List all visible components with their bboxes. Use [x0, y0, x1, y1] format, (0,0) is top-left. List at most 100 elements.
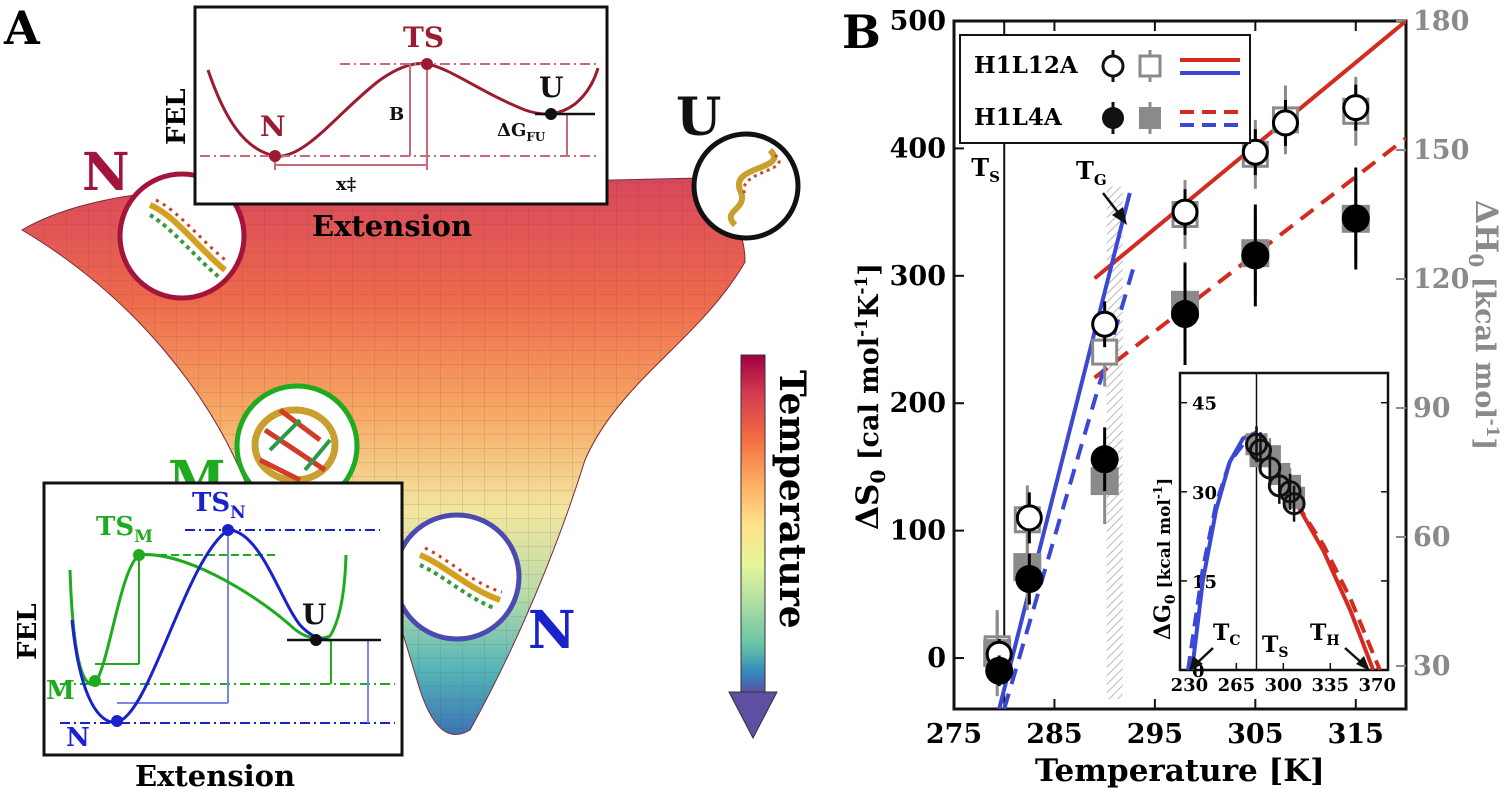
fit-line-h1l12a-solid [997, 192, 1132, 709]
data-point-h1l12a-open-circle [1342, 94, 1370, 122]
inset-x-tick-label: 300 [1265, 675, 1303, 696]
main-plot-area [983, 21, 1406, 709]
main-ticks: 275 285 295 305 315 0 100 200 300 400 500 30 60 90 120… [890, 6, 1470, 750]
bottom-inset: FEL Extension TSM TSN [13, 481, 404, 789]
inset-th-arrow [1344, 647, 1370, 671]
bottom-inset-green-curve [68, 553, 348, 686]
main-right-axis-label: ΔH0 [kcal mol-1] [1464, 200, 1504, 450]
inset-th-label: TH [1310, 620, 1340, 649]
data-point-h1l4a-filled-circle [985, 656, 1014, 685]
bottom-inset-n-label: N [66, 723, 90, 753]
legend: H1L12A H1L4A [959, 34, 1251, 144]
inset-y-axis-label: ΔG0 [kcal mol-1] [1150, 478, 1179, 640]
x-tick-label: 315 [1328, 719, 1384, 750]
inset-tc-arrow [1189, 647, 1214, 671]
top-inset-u-point [545, 108, 557, 120]
main-x-axis-label: Temperature [K] [1035, 753, 1325, 789]
legend-h1l12a-markers [1101, 50, 1240, 82]
y-right-tick-label: 120 [1413, 264, 1469, 295]
y-left-tick-label: 400 [890, 133, 946, 164]
top-inset-u-label: U [539, 71, 563, 104]
y-left-tick-label: 0 [927, 643, 946, 674]
data-point-h1l12a-open-circle [1241, 138, 1269, 166]
x-tick-label: 305 [1227, 719, 1283, 750]
x-tick-label: 275 [926, 719, 982, 750]
panel-a-letter: A [3, 1, 41, 55]
inset-tc-label: TC [1213, 620, 1241, 649]
top-inset-b-label: B [389, 104, 404, 125]
bottom-inset-ylabel: FEL [13, 603, 43, 660]
tg-label: TG [1076, 156, 1107, 189]
colorbar-label: Temperature [771, 370, 813, 629]
y-right-tick-label: 150 [1413, 135, 1469, 166]
y-left-tick-label: 300 [890, 261, 946, 292]
data-point-h1l4a-filled-circle [1241, 241, 1270, 270]
state-label-n-red: N [82, 142, 130, 203]
inset-curve-dashed [1295, 502, 1382, 670]
bottom-inset-xlabel: Extension [135, 759, 295, 789]
top-inset-ts-label: TS [403, 21, 444, 54]
data-point-h1l4a-filled-circle [1341, 204, 1370, 233]
main-plot-frame [952, 19, 1408, 711]
bottom-inset-m-point [89, 675, 101, 687]
panel-a: A Temperature N U M N [3, 1, 813, 789]
inset-x-tick-label: 230 [1171, 675, 1209, 696]
data-point-h1l12a-open-circle [1091, 310, 1119, 338]
x-tick-label: 285 [1026, 719, 1082, 750]
inset-data-point-h1l12a [1244, 432, 1268, 456]
bottom-inset-tsm-point [133, 549, 145, 561]
x-tick-label: 295 [1127, 719, 1183, 750]
ts-label: TS [971, 153, 1000, 186]
data-point-h1l12a-open-circle [1171, 198, 1199, 226]
top-inset-dg-label: ΔGFU [497, 120, 546, 144]
top-inset-xdag-label: x‡ [336, 174, 356, 195]
bottom-inset-blue-curve [70, 528, 331, 724]
y-left-tick-label: 100 [890, 516, 946, 547]
y-right-tick-label: 180 [1413, 6, 1469, 37]
inset-y-tick-label: 30 [1192, 483, 1217, 504]
bottom-inset-m-label: M [46, 676, 75, 706]
data-point-h1l12a-open-circle [1271, 109, 1299, 137]
tg-arrow [1102, 192, 1127, 225]
top-inset-n-point [269, 150, 281, 162]
data-point-h1l4a-filled-circle [1015, 565, 1044, 594]
inset-ts-label: TS [1262, 632, 1289, 661]
top-inset-ylabel: FEL [162, 88, 192, 145]
legend-entry-h1l12a-label: H1L12A [974, 52, 1079, 79]
panel-b-letter: B [842, 5, 881, 59]
state-label-n-blue: N [528, 600, 576, 661]
bottom-inset-tsn-point [222, 524, 234, 536]
bottom-inset-u-label: U [302, 598, 326, 631]
inset-dg-plot: ΔG0 [kcal mol-1] 230 265 300 335 3700153045 … [1150, 371, 1396, 696]
y-right-tick-label: 30 [1413, 651, 1451, 682]
molecule-n-native-bubble [392, 512, 522, 642]
data-point-h1l4a-filled-circle [1171, 300, 1200, 329]
top-inset: FEL Extension TS N U B x‡ ΔGFU [162, 5, 609, 243]
inset-data-point-h1l12a [1278, 480, 1302, 504]
y-right-tick-label: 60 [1413, 522, 1451, 553]
main-left-axis-label: ΔS0 [cal mol-1K-1] [850, 263, 890, 530]
top-inset-xlabel: Extension [312, 209, 472, 243]
y-right-tick-label: 90 [1413, 393, 1451, 424]
data-point-h1l12a-open-circle [1015, 504, 1043, 532]
inset-x-tick-label: 370 [1358, 675, 1396, 696]
inset-x-tick-label: 335 [1312, 675, 1350, 696]
top-inset-n-label: N [260, 110, 286, 143]
legend-entry-h1l4a-label: H1L4A [974, 104, 1063, 131]
molecule-u-unfolded-bubble [691, 131, 801, 241]
bottom-inset-u-point [310, 634, 322, 646]
inset-x-tick-label: 265 [1218, 675, 1256, 696]
bottom-inset-tsm-label: TSM [96, 512, 153, 547]
bottom-inset-n-point [111, 715, 123, 727]
panel-b: B ΔS0 [cal mol-1K-1] ΔH0 [kcal mol-1] Te… [842, 5, 1504, 789]
inset-data-point-h1l12a [1282, 492, 1306, 516]
y-left-tick-label: 200 [890, 388, 946, 419]
data-point-h1l4a-filled-circle [1090, 445, 1119, 474]
inset-y-tick-label: 45 [1192, 394, 1217, 415]
top-inset-ts-point [421, 58, 433, 70]
state-label-u: U [676, 87, 721, 148]
temperature-colorbar: Temperature [728, 354, 813, 740]
y-left-tick-label: 500 [890, 6, 946, 37]
legend-h1l4a-markers [1102, 102, 1240, 134]
